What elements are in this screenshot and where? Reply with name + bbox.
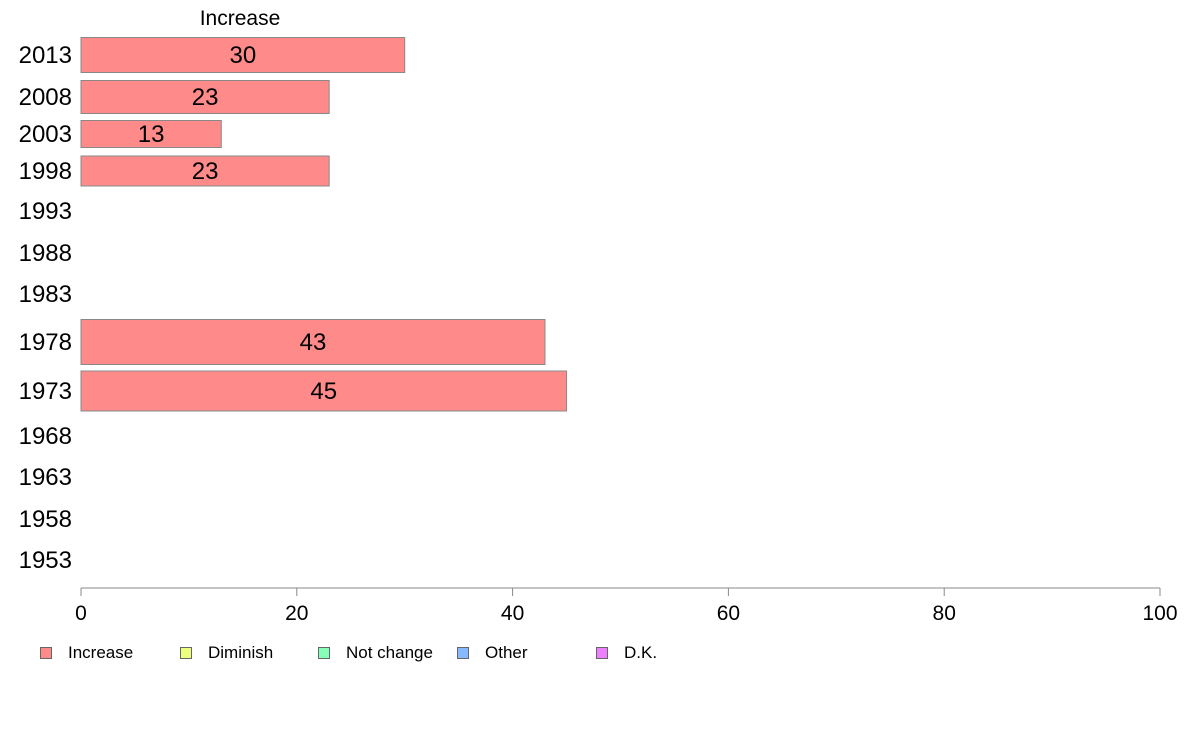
category-label-2013: 2013: [19, 42, 72, 69]
legend-item-increase: Increase: [40, 643, 133, 663]
category-label-1993: 1993: [19, 198, 72, 225]
bar-2008: [80, 80, 330, 114]
data-label-1973: 45: [310, 378, 337, 405]
x-tick-label-40: 40: [501, 602, 524, 625]
legend-item-diminish: Diminish: [180, 643, 273, 663]
category-label-1988: 1988: [19, 240, 72, 267]
legend-label-not-change: Not change: [346, 643, 433, 662]
bar-1973: [80, 370, 568, 412]
legend-item-d-k: D.K.: [596, 643, 657, 663]
category-label-1983: 1983: [19, 281, 72, 308]
x-tick-label-0: 0: [75, 602, 87, 625]
data-label-2003: 13: [138, 121, 165, 148]
category-label-2008: 2008: [19, 84, 72, 111]
legend-label-diminish: Diminish: [208, 643, 274, 662]
category-label-1953: 1953: [19, 547, 72, 574]
chart-title: Increase: [200, 7, 281, 30]
legend-label-other: Other: [485, 643, 528, 662]
legend-label-increase: Increase: [68, 643, 134, 662]
bar-1978: [80, 319, 546, 365]
x-tick-label-20: 20: [285, 602, 308, 625]
legend-swatch-diminish: [180, 647, 192, 659]
bar-2003: [80, 120, 222, 148]
x-tick-label-100: 100: [1142, 602, 1177, 625]
bar-1998: [80, 155, 330, 187]
legend-swatch-increase: [40, 647, 52, 659]
x-tick-label-60: 60: [717, 602, 740, 625]
category-label-1978: 1978: [19, 329, 72, 356]
legend-swatch-d-k: [596, 647, 608, 659]
data-label-2008: 23: [192, 84, 219, 111]
category-label-1973: 1973: [19, 378, 72, 405]
category-label-1968: 1968: [19, 423, 72, 450]
data-label-1978: 43: [300, 329, 327, 356]
data-label-1998: 23: [192, 158, 219, 185]
category-label-1963: 1963: [19, 464, 72, 491]
legend-swatch-other: [457, 647, 469, 659]
category-label-1958: 1958: [19, 506, 72, 533]
legend: Increase Diminish Not change Other D.K.: [0, 643, 1188, 663]
bar-chart: Increase 30 23 13 23 43 45 2013 2008 2003 1998 19…: [19, 7, 1178, 625]
category-label-2003: 2003: [19, 121, 72, 148]
data-label-2013: 30: [229, 42, 256, 69]
x-tick-label-80: 80: [933, 602, 956, 625]
category-label-1998: 1998: [19, 158, 72, 185]
legend-item-other: Other: [457, 643, 528, 663]
legend-label-d-k: D.K.: [624, 643, 658, 662]
legend-swatch-not-change: [318, 647, 330, 659]
bar-2013: [80, 37, 406, 73]
legend-item-not-change: Not change: [318, 643, 433, 663]
